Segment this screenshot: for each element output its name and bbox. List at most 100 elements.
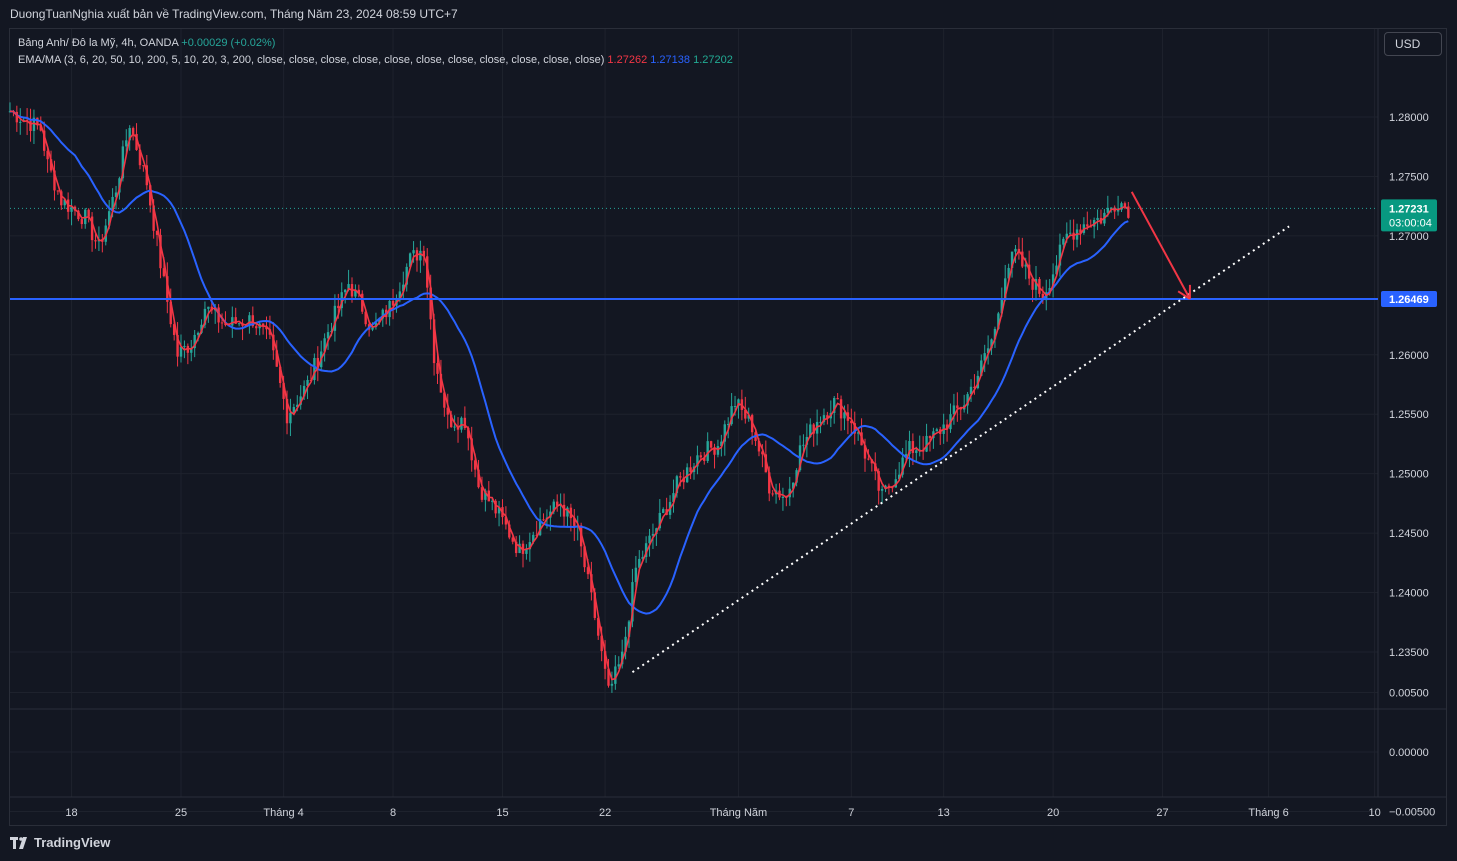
candle-body	[183, 345, 186, 347]
candle-body	[542, 519, 545, 521]
candle-body	[648, 535, 651, 544]
publisher-bar: DuongTuanNghia xuất bản về TradingView.c…	[0, 0, 1457, 28]
candle	[56, 190, 60, 195]
candle	[918, 435, 921, 457]
candle	[53, 160, 56, 201]
price-tick-label: 1.25500	[1389, 409, 1429, 421]
publisher-text: DuongTuanNghia xuất bản về TradingView.c…	[10, 7, 458, 21]
candle-body	[159, 234, 162, 269]
candle-body	[378, 318, 381, 323]
candle-body	[186, 345, 190, 353]
candle-body	[436, 363, 439, 374]
chart-frame	[9, 28, 1447, 826]
candle-body	[863, 445, 867, 459]
candle	[426, 248, 429, 299]
candle-body	[261, 323, 265, 327]
badge-countdown: 03:00:04	[1389, 217, 1432, 229]
time-tick-label: 10	[1368, 807, 1380, 819]
symbol-name[interactable]: Bảng Anh/ Đô la Mỹ, 4h, OANDA	[18, 37, 179, 49]
candle-body	[685, 467, 689, 483]
candle	[497, 500, 501, 527]
candle-body	[196, 332, 200, 335]
candle-body	[128, 128, 131, 141]
candle	[1116, 195, 1120, 216]
currency-button[interactable]: USD	[1384, 32, 1442, 56]
candle	[788, 476, 791, 506]
candle	[921, 436, 925, 460]
candle	[925, 423, 928, 453]
candle-body	[603, 651, 607, 669]
tradingview-brand[interactable]: TradingView	[10, 835, 110, 850]
candle-body	[333, 305, 337, 331]
badge-price: 1.27231	[1389, 203, 1429, 215]
candle-body	[155, 230, 159, 235]
candle-body	[525, 549, 528, 554]
candle-body	[169, 301, 172, 325]
candle	[836, 393, 839, 400]
candle-body	[1116, 209, 1120, 212]
candle	[1113, 205, 1116, 219]
fast-ma-line	[9, 110, 1129, 681]
candle-body	[426, 256, 429, 288]
time-tick-label: 18	[65, 807, 77, 819]
candle	[648, 528, 651, 557]
candle-body	[1014, 248, 1017, 252]
candle	[822, 408, 826, 426]
candle-body	[432, 319, 436, 364]
time-tick-label: Tháng 4	[263, 807, 303, 819]
candle	[949, 403, 952, 433]
candle	[220, 313, 224, 329]
candle	[850, 408, 853, 436]
candle	[326, 324, 330, 350]
price-change: +0.00029 (+0.02%)	[181, 37, 276, 49]
candle-body	[1000, 299, 1003, 314]
candle	[583, 546, 586, 573]
candle-body	[911, 441, 915, 453]
candle-body	[607, 668, 610, 686]
candle-body	[371, 327, 374, 330]
candle	[29, 108, 32, 142]
candle	[1051, 263, 1055, 298]
candle-body	[1123, 203, 1127, 207]
candle-body	[391, 300, 395, 306]
candle-body	[1055, 265, 1058, 275]
candle-body	[809, 424, 812, 437]
candle-body	[634, 567, 638, 583]
candle	[986, 335, 990, 365]
candle-body	[624, 636, 627, 652]
candle-body	[484, 490, 487, 500]
indicator-name[interactable]: EMA/MA (3, 6, 20, 50, 10, 200, 5, 10, 20…	[18, 54, 605, 66]
candle-body	[733, 406, 737, 408]
candle-body	[166, 276, 169, 302]
candle	[320, 340, 323, 371]
candle-body	[131, 128, 135, 134]
candle	[169, 288, 172, 328]
indicator-value-3: 1.27202	[693, 54, 733, 66]
candle-body	[590, 574, 593, 593]
candle-body	[285, 398, 289, 424]
candle-body	[682, 477, 685, 483]
candle	[80, 217, 84, 229]
candle	[764, 440, 768, 473]
candle-body	[275, 350, 278, 367]
candle	[142, 165, 145, 172]
price-tick-label: 1.23500	[1389, 647, 1429, 659]
candle	[579, 522, 583, 558]
candle-body	[586, 567, 590, 575]
candle	[1082, 217, 1086, 235]
candle	[535, 520, 538, 537]
time-tick-label: 27	[1156, 807, 1168, 819]
candle-body	[891, 487, 894, 489]
candle-body	[973, 386, 976, 389]
candle-body	[696, 455, 699, 467]
candle-body	[480, 487, 484, 500]
price-tick-label: 1.27000	[1389, 231, 1429, 243]
candle-body	[771, 493, 774, 495]
candle	[446, 393, 449, 429]
candle-body	[1062, 238, 1065, 245]
candle	[179, 334, 183, 363]
candle-body	[747, 415, 750, 419]
time-tick-label: 15	[496, 807, 508, 819]
candle	[624, 626, 627, 660]
